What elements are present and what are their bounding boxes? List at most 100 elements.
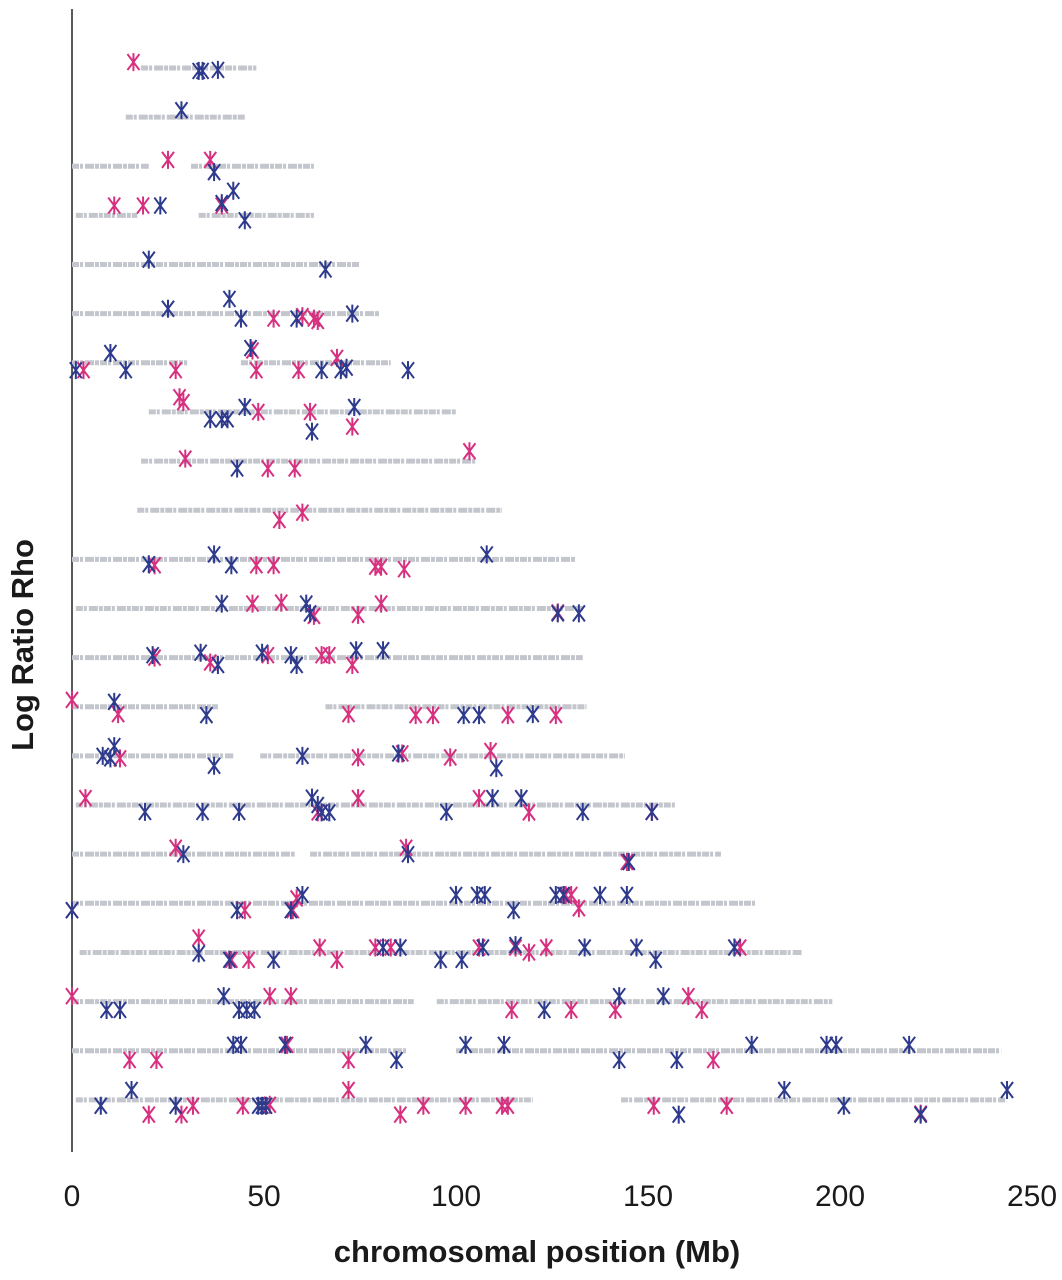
marker <box>458 1096 473 1115</box>
marker <box>433 950 448 969</box>
marker <box>224 950 239 969</box>
marker <box>243 339 258 358</box>
x-tick-label: 250 <box>1007 1180 1057 1213</box>
marker <box>118 361 133 380</box>
marker <box>393 938 408 957</box>
marker <box>303 604 317 623</box>
marker <box>612 987 626 1006</box>
marker <box>305 422 319 441</box>
marker <box>226 181 241 200</box>
x-tick-label: 150 <box>623 1180 673 1213</box>
marker <box>777 1081 792 1100</box>
marker <box>107 196 122 215</box>
marker <box>234 309 248 328</box>
marker <box>629 938 644 957</box>
marker <box>232 802 246 821</box>
x-tick-label: 0 <box>64 1180 81 1213</box>
marker <box>719 1096 734 1115</box>
marker <box>216 987 231 1006</box>
marker <box>295 503 310 522</box>
marker <box>646 1096 661 1115</box>
marker <box>195 61 210 80</box>
marker <box>236 1096 250 1115</box>
marker <box>376 641 390 660</box>
marker <box>214 410 229 429</box>
marker <box>69 361 83 380</box>
marker <box>161 299 175 318</box>
marker <box>575 802 590 821</box>
marker <box>483 741 498 760</box>
marker <box>249 556 264 575</box>
marker <box>65 901 79 920</box>
marker <box>374 557 388 576</box>
marker <box>472 789 486 808</box>
marker <box>124 1081 139 1100</box>
marker <box>397 560 411 579</box>
marker <box>261 459 275 478</box>
marker <box>203 410 218 429</box>
marker <box>289 655 304 674</box>
marker <box>207 163 221 182</box>
x-tick-label: 50 <box>247 1180 280 1213</box>
marker <box>837 1096 851 1115</box>
marker <box>349 641 363 660</box>
marker <box>126 53 141 72</box>
marker <box>358 1035 373 1054</box>
marker <box>113 1000 127 1019</box>
marker <box>199 706 214 725</box>
marker <box>284 901 298 920</box>
marker <box>295 885 310 904</box>
marker <box>107 692 122 711</box>
marker <box>426 706 440 725</box>
marker <box>656 987 671 1006</box>
marker <box>501 706 515 725</box>
marker <box>458 1035 473 1054</box>
marker <box>506 901 521 920</box>
marker <box>341 705 356 724</box>
marker <box>241 950 256 969</box>
marker <box>670 1051 684 1070</box>
marker <box>195 802 210 821</box>
x-tick-label: 100 <box>431 1180 481 1213</box>
marker <box>303 402 317 421</box>
marker <box>449 885 463 904</box>
marker <box>286 901 300 920</box>
marker <box>266 556 281 575</box>
marker <box>462 442 477 461</box>
marker <box>495 1096 509 1115</box>
marker <box>351 605 365 624</box>
marker <box>341 1081 356 1100</box>
marker <box>389 1051 404 1070</box>
marker <box>153 196 168 215</box>
marker <box>65 987 79 1006</box>
marker <box>376 938 390 957</box>
marker <box>274 593 289 612</box>
marker <box>706 1051 721 1070</box>
marker <box>230 901 244 920</box>
marker <box>203 653 218 672</box>
marker <box>230 459 244 478</box>
marker <box>819 1035 834 1054</box>
marker <box>572 604 586 623</box>
marker <box>78 789 93 808</box>
marker <box>107 737 122 756</box>
marker <box>829 1035 843 1054</box>
marker <box>168 838 183 857</box>
marker <box>322 803 337 822</box>
marker <box>472 706 486 725</box>
marker <box>161 150 175 169</box>
marker <box>727 938 742 957</box>
marker <box>522 943 536 962</box>
x-axis-title: chromosomal position (Mb) <box>334 1234 740 1269</box>
marker <box>351 789 365 808</box>
marker <box>224 556 239 575</box>
marker <box>65 690 79 709</box>
marker <box>514 789 529 808</box>
marker <box>238 398 252 417</box>
marker <box>744 1035 759 1054</box>
marker <box>280 1035 294 1054</box>
marker <box>191 944 206 963</box>
marker <box>222 950 237 969</box>
marker <box>1000 1081 1014 1100</box>
